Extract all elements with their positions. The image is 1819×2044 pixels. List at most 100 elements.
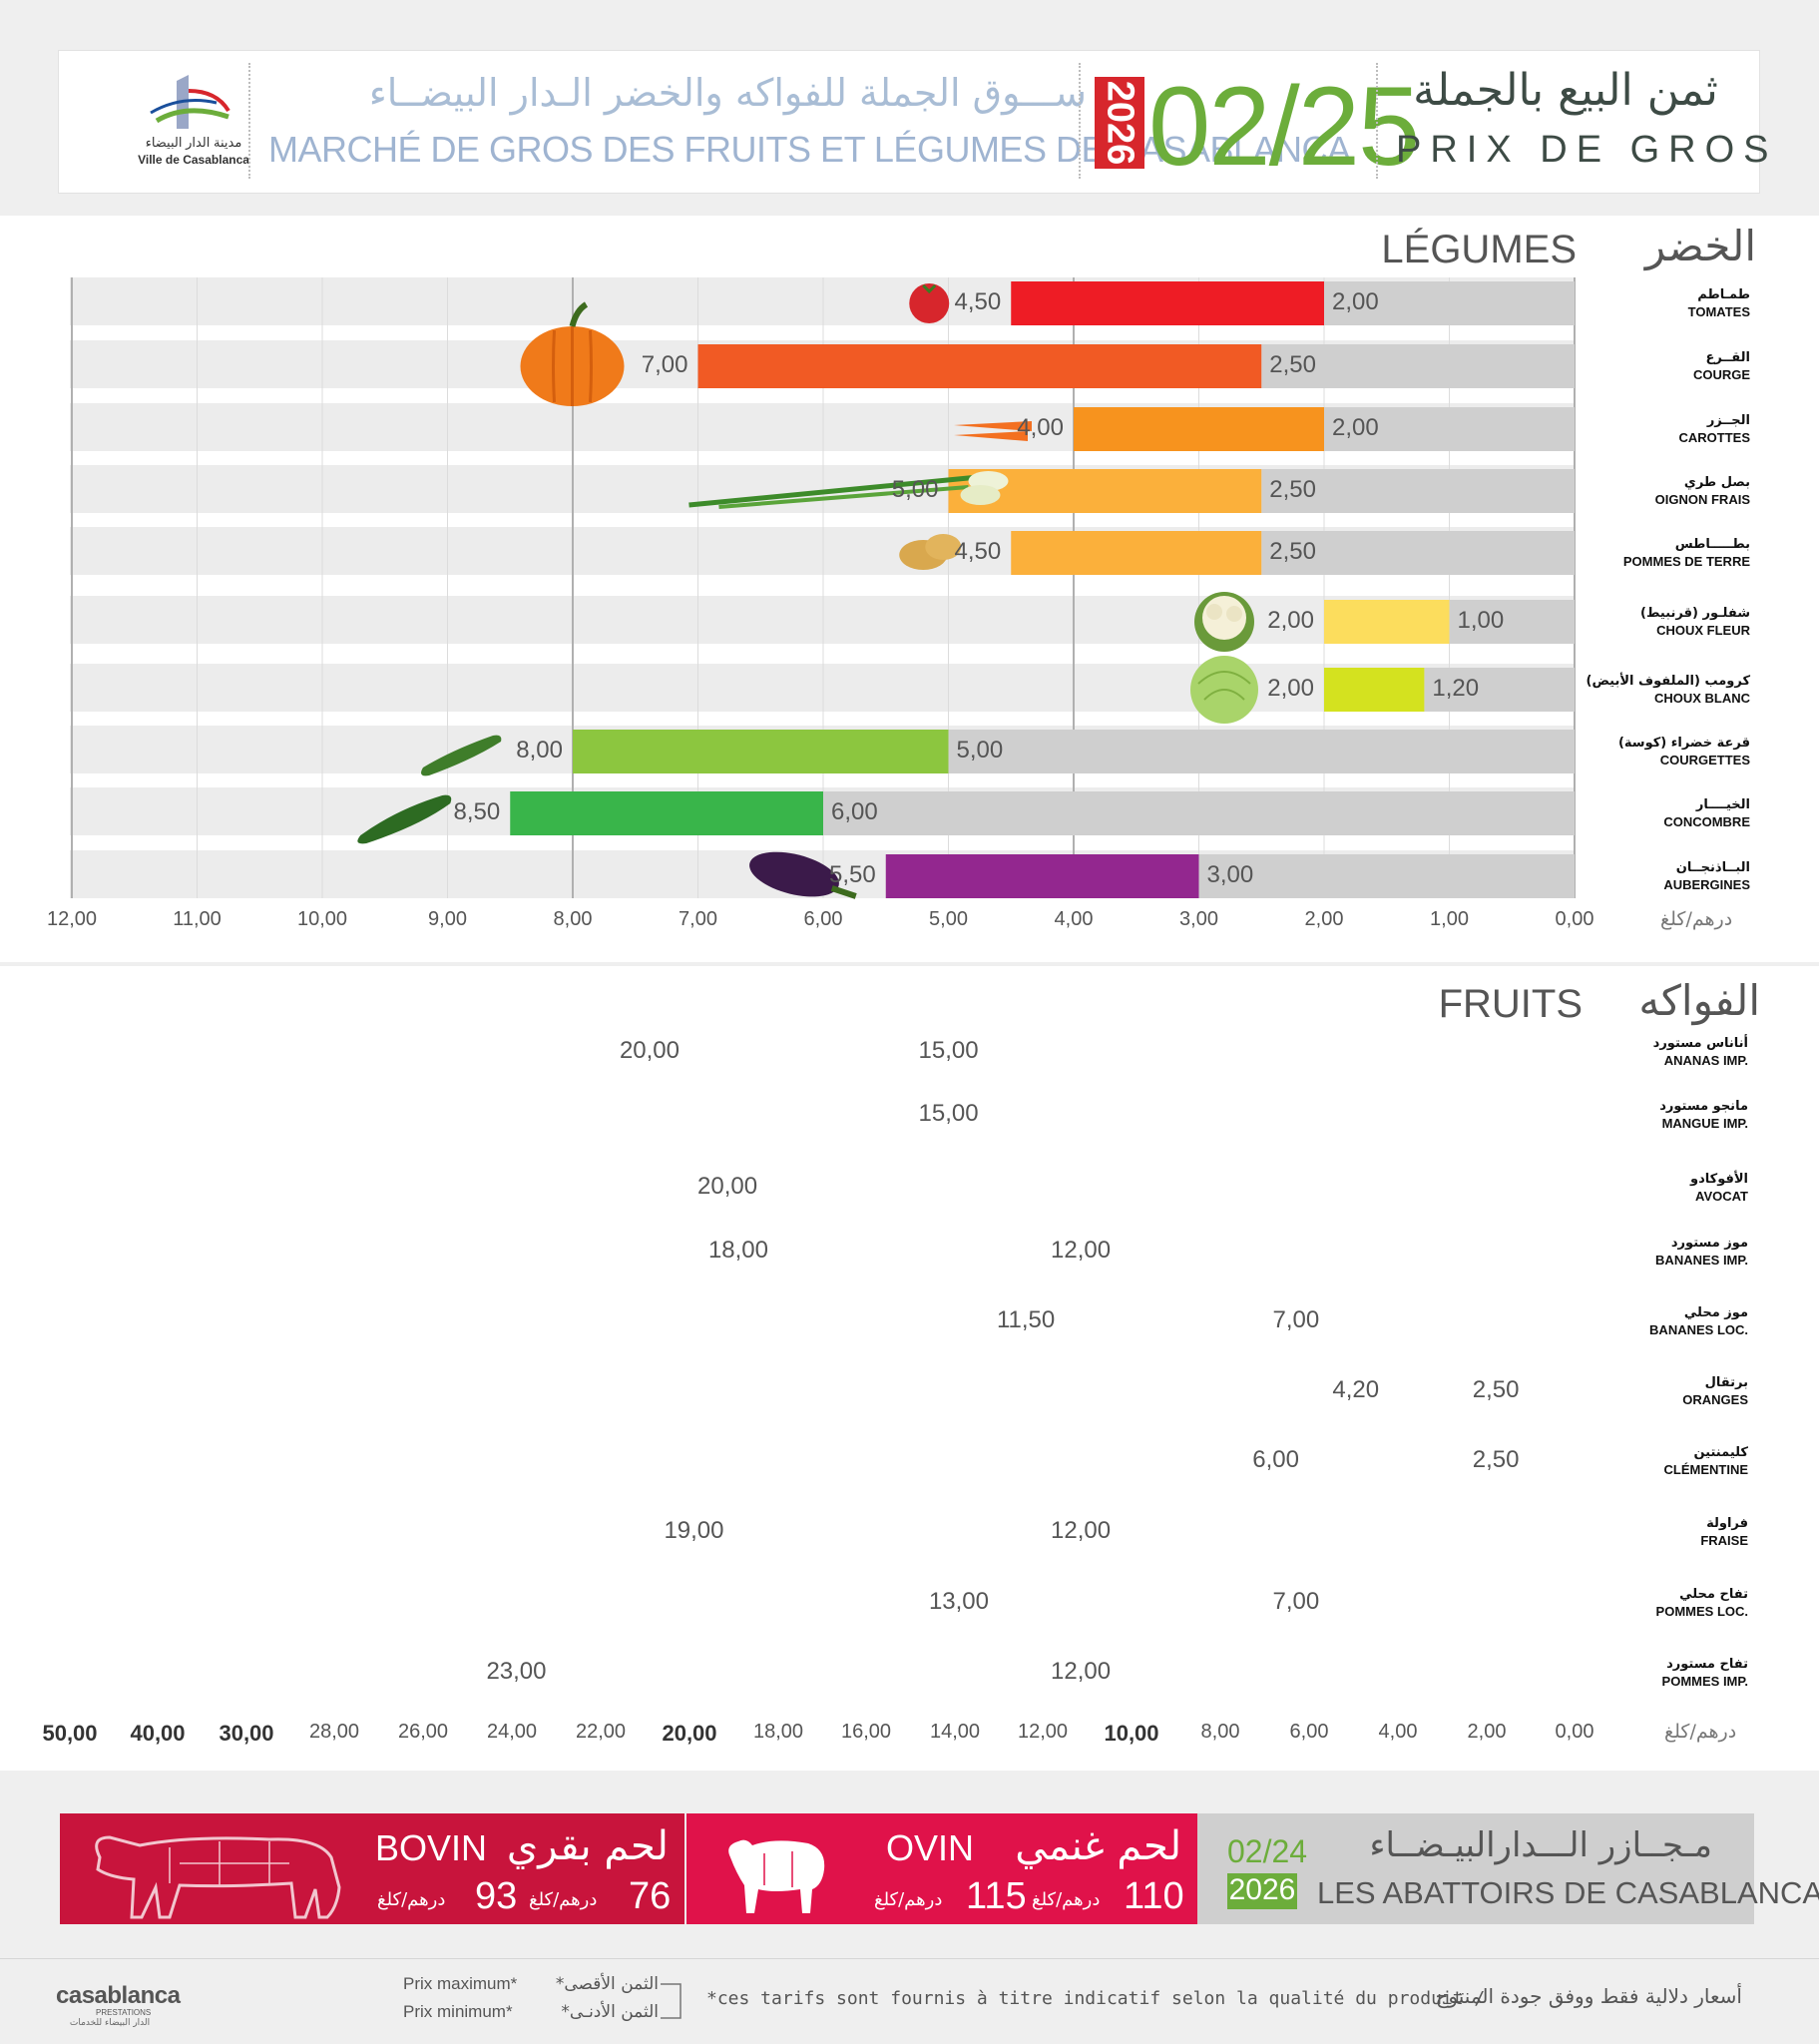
fruit-max-label: 11,50 — [996, 1306, 1056, 1333]
ovin-title-fr: OVIN — [886, 1827, 975, 1868]
veg-min-label: 1,00 — [1457, 607, 1505, 634]
divider — [1079, 63, 1081, 179]
fruit-label-ar: أناناس مستورد — [1652, 1036, 1748, 1051]
legend-min-fr: Prix minimum* — [403, 2002, 513, 2021]
veg-label-ar: الخيــــار — [1695, 797, 1750, 812]
divider — [248, 63, 250, 179]
abattoirs-date: 02/24 — [1227, 1833, 1308, 1869]
veg-max-bar — [1011, 281, 1324, 325]
ovin-panel: لحم غنمي OVIN 110 درهم/كلغ 115 درهم/كلغ — [686, 1813, 1197, 1924]
bovin-panel: لحم بقري BOVIN 76 درهم/كلغ 93 درهم/كلغ — [60, 1813, 684, 1924]
cucumber-icon — [357, 794, 452, 844]
vegetables-title-ar: الخضر — [1644, 222, 1756, 270]
fruit-max-label: 33,00 — [231, 1100, 292, 1127]
veg-label-ar: الجــزر — [1706, 413, 1750, 428]
footer-divider — [0, 1958, 1819, 1959]
veg-tick-label: 11,00 — [173, 908, 222, 930]
fruit-min-label: 20,00 — [697, 1173, 758, 1200]
fruit-label-fr: AVOCAT — [1695, 1189, 1748, 1204]
fruit-tick-label: 12,00 — [1017, 1721, 1069, 1743]
abattoirs-title-ar: مـجــازر الـــدارالبيـضــاء — [1369, 1825, 1713, 1865]
veg-label-fr: CHOUX BLANC — [1653, 691, 1750, 706]
fruit-label-fr: ORANGES — [1682, 1392, 1748, 1407]
veg-tick-label: 8,00 — [553, 908, 593, 930]
veg-label-fr: AUBERGINES — [1663, 877, 1750, 892]
fruit-min-label: 2,50 — [1472, 1376, 1520, 1403]
veg-max-bar — [1011, 531, 1262, 575]
fruit-label-ar: كليمنتين — [1693, 1445, 1748, 1460]
fruit-tick-label: 24,00 — [486, 1721, 538, 1743]
spring-onion-icon — [688, 471, 1009, 509]
veg-min-bar — [823, 791, 1575, 835]
ovin-max-price: 115 — [966, 1875, 1027, 1917]
fruit-tick-label: 6,00 — [1289, 1721, 1329, 1743]
logo-text-fr: Ville de Casablanca — [138, 153, 249, 167]
fruit-min-label: 12,00 — [1051, 1237, 1112, 1264]
fruit-label-fr: CLÉMENTINE — [1663, 1462, 1749, 1477]
fruit-label-ar: موز مستورد — [1670, 1236, 1748, 1251]
veg-max-bar — [697, 344, 1262, 388]
fruit-label-ar: برتقال — [1704, 1375, 1748, 1390]
fruit-tick-label: 20,00 — [662, 1721, 717, 1746]
abattoirs-year: 2026 — [1227, 1873, 1297, 1909]
veg-max-label: 5,00 — [891, 476, 939, 503]
fruit-label-fr: ANANAS IMP. — [1663, 1053, 1748, 1068]
city-logo-icon — [150, 75, 230, 129]
fruit-tick-label: 26,00 — [397, 1721, 449, 1743]
logo-text-ar: مدينة الدار البيضاء — [145, 135, 242, 150]
fruit-max-label: 13,00 — [928, 1588, 989, 1615]
fruit-label-fr: POMMES LOC. — [1655, 1604, 1748, 1619]
pumpkin-icon — [520, 301, 625, 406]
fruit-tick-label: 28,00 — [308, 1721, 360, 1743]
brand-sub: PRESTATIONS — [96, 2008, 152, 2017]
veg-tick-label: 7,00 — [679, 908, 717, 930]
veg-min-bar — [1324, 281, 1575, 325]
veg-max-bar — [1074, 407, 1324, 451]
fruit-label-ar: تفاح محلي — [1679, 1587, 1748, 1602]
date-display: 02/25 — [1148, 64, 1420, 189]
fruit-tick-label: 2,00 — [1467, 1721, 1507, 1743]
veg-tick-label: 2,00 — [1304, 908, 1344, 930]
veg-min-label: 2,00 — [1332, 414, 1379, 441]
veg-min-bar — [1261, 344, 1575, 388]
bovin-min-unit: درهم/كلغ — [529, 1889, 598, 1910]
veg-tick-label: 9,00 — [428, 908, 467, 930]
veg-axis-unit: درهم/كلغ — [1660, 908, 1733, 930]
fruit-tick-label: 40,00 — [130, 1721, 186, 1746]
vegetables-title-fr: LÉGUMES — [1381, 228, 1577, 271]
fruit-min-label: 15,00 — [918, 1100, 979, 1127]
title-fr: PRIX DE GROS — [1396, 129, 1778, 171]
ovin-max-unit: درهم/كلغ — [874, 1889, 943, 1910]
fruit-tick-label: 10,00 — [1104, 1721, 1159, 1746]
cabbage-icon — [1190, 656, 1258, 724]
fruits-panel — [0, 966, 1819, 1771]
veg-tick-label: 10,00 — [296, 908, 348, 930]
veg-label-fr: POMMES DE TERRE — [1622, 554, 1750, 569]
legend-max-fr: Prix maximum* — [403, 1974, 518, 1993]
fruit-axis-unit: درهم/كلغ — [1664, 1721, 1737, 1743]
cauliflower-icon — [1194, 592, 1254, 652]
veg-min-label: 3,00 — [1206, 861, 1254, 888]
tomato-icon — [909, 283, 950, 323]
veg-tick-label: 3,00 — [1179, 908, 1218, 930]
veg-min-label: 2,50 — [1269, 351, 1316, 378]
fruit-max-label: 19,00 — [664, 1517, 724, 1544]
veg-max-bar — [1324, 668, 1425, 712]
veg-tick-label: 1,00 — [1430, 908, 1469, 930]
legend-max-ar: الثمن الأقصى* — [555, 1974, 659, 1994]
veg-min-bar — [1424, 668, 1575, 712]
fruit-min-label: 7,00 — [1272, 1306, 1320, 1333]
ovin-title-ar: لحم غنمي — [1015, 1823, 1181, 1869]
veg-max-label: 4,50 — [954, 288, 1002, 315]
veg-min-bar — [1324, 407, 1575, 451]
veg-max-label: 4,50 — [954, 538, 1002, 565]
casablanca-prestations-logo: casablanca — [56, 1982, 181, 2009]
fruit-max-label: 23,00 — [486, 1658, 547, 1685]
veg-min-bar — [1449, 600, 1575, 644]
veg-label-ar: البــاذنجــان — [1675, 860, 1750, 875]
fruits-title-fr: FRUITS — [1438, 982, 1583, 1026]
eggplant-icon — [749, 851, 857, 899]
bovin-min-price: 76 — [629, 1875, 672, 1917]
fruit-tick-label: 30,00 — [219, 1721, 274, 1746]
fruits-title-ar: الفواكه — [1638, 976, 1760, 1025]
